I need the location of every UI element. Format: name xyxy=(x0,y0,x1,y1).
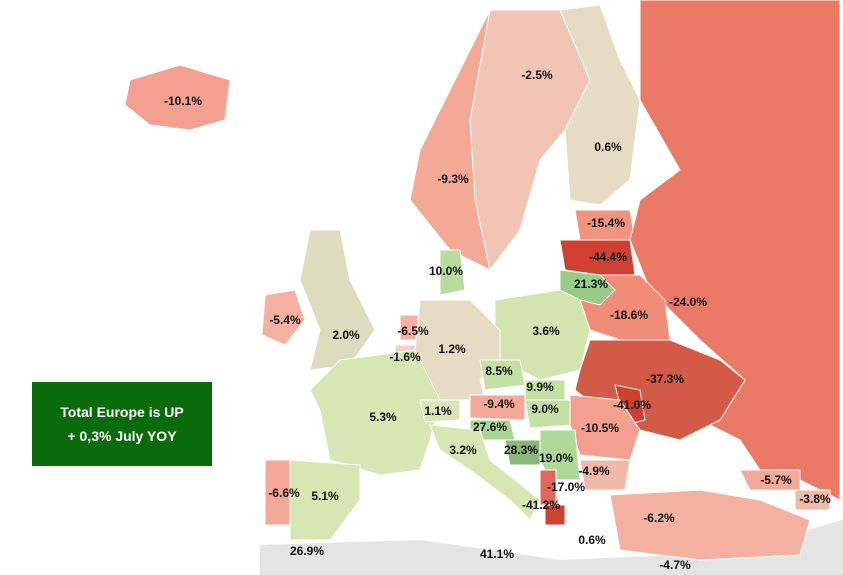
region-label: 26.9% xyxy=(290,544,324,558)
region-label: 5.1% xyxy=(311,489,339,503)
region-label: -24.0% xyxy=(669,295,707,309)
region-label: 41.1% xyxy=(480,547,514,561)
region-label: -6.6% xyxy=(268,486,300,500)
region-label: 3.6% xyxy=(532,324,560,338)
region-shape xyxy=(309,349,441,476)
region-shape xyxy=(609,489,811,561)
labels: -10.1% -2.5% 0.6% -9.3% -15.4% -44.4% 10.0% 21.… xyxy=(164,68,831,572)
region-label: 21.3% xyxy=(574,277,608,291)
region-label: 10.0% xyxy=(429,264,463,278)
africa-land xyxy=(260,540,843,575)
region-shape xyxy=(439,249,466,296)
region-label: -10.1% xyxy=(164,94,202,108)
region-label: -9.4% xyxy=(483,397,515,411)
region-label: -4.9% xyxy=(578,464,610,478)
region-label: 27.6% xyxy=(473,420,507,434)
region-label: -3.8% xyxy=(799,492,831,506)
region-shape xyxy=(579,459,631,491)
regions xyxy=(124,0,841,561)
region-label: -44.4% xyxy=(589,250,627,264)
region-shape xyxy=(559,4,641,206)
region-label: 19.0% xyxy=(539,451,573,465)
region-label: 5.3% xyxy=(369,410,397,424)
region-shape xyxy=(429,424,541,521)
region-shape xyxy=(124,64,231,131)
region-label: 1.1% xyxy=(424,404,452,418)
region-label: -9.3% xyxy=(437,172,469,186)
region-label: 0.6% xyxy=(578,533,606,547)
region-label: 28.3% xyxy=(504,443,538,457)
region-shape xyxy=(299,229,376,371)
region-shape xyxy=(289,459,361,541)
region-shape xyxy=(794,489,831,511)
region-label: 1.2% xyxy=(438,342,466,356)
region-label: 2.0% xyxy=(332,328,360,342)
region-label: -4.7% xyxy=(659,558,691,572)
region-label: 0.6% xyxy=(594,140,622,154)
region-shape xyxy=(469,394,526,421)
summary-line: + 0,3% July YOY xyxy=(67,428,177,444)
region-label: -10.5% xyxy=(581,421,619,435)
region-shape xyxy=(261,289,306,346)
region-label: 3.2% xyxy=(449,443,477,457)
region-label: -1.6% xyxy=(389,350,421,364)
region-label: -6.5% xyxy=(397,324,429,338)
region-label: -41.2% xyxy=(522,498,560,512)
region-label: -37.3% xyxy=(646,372,684,386)
region-label: -5.4% xyxy=(269,313,301,327)
region-label: -17.0% xyxy=(547,480,585,494)
region-label: -15.4% xyxy=(587,216,625,230)
region-label: -18.6% xyxy=(610,308,648,322)
summary-box: Total Europe is UP + 0,3% July YOY xyxy=(32,382,212,466)
region-shape xyxy=(504,439,541,466)
region-shape xyxy=(579,274,671,341)
region-shape xyxy=(419,399,461,423)
summary-line: Total Europe is UP xyxy=(60,404,184,420)
region-label: -2.5% xyxy=(521,68,553,82)
region-label: -41.0% xyxy=(613,398,651,412)
region-label: -6.2% xyxy=(643,511,675,525)
region-shape xyxy=(544,504,566,526)
region-label: 9.0% xyxy=(531,402,559,416)
region-label: 8.5% xyxy=(485,364,513,378)
region-label: 9.9% xyxy=(526,380,554,394)
region-shape xyxy=(539,429,581,481)
region-label: -5.7% xyxy=(760,473,792,487)
